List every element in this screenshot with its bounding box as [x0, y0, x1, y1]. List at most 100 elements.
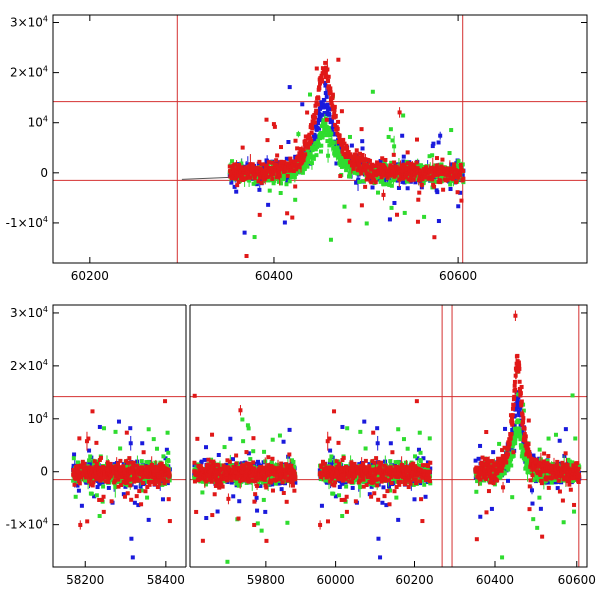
data-point — [113, 429, 118, 434]
data-point — [147, 482, 152, 487]
data-point — [229, 478, 234, 483]
data-point — [101, 484, 106, 489]
segment-1 — [53, 396, 186, 560]
data-point — [146, 479, 151, 484]
data-point — [397, 164, 402, 169]
data-point — [440, 177, 445, 182]
data-point — [99, 497, 104, 502]
data-point — [162, 477, 167, 482]
data-point — [427, 169, 432, 174]
data-point — [264, 117, 269, 122]
data-point — [347, 218, 352, 223]
data-point — [291, 164, 296, 169]
data-point — [359, 127, 364, 132]
data-point — [223, 465, 228, 470]
data-point — [334, 161, 339, 166]
data-point — [458, 190, 463, 195]
data-point — [119, 483, 124, 488]
data-point — [143, 489, 148, 494]
data-point — [400, 169, 405, 174]
data-point — [284, 156, 289, 161]
data-point — [318, 118, 323, 123]
data-point — [420, 164, 425, 169]
data-point — [236, 179, 241, 184]
data-point — [301, 164, 306, 169]
data-point — [430, 177, 435, 182]
data-point — [369, 167, 374, 172]
data-point — [456, 204, 461, 209]
data-point — [108, 461, 113, 466]
data-point — [404, 174, 409, 179]
data-point — [286, 176, 291, 181]
data-point — [235, 183, 240, 188]
data-point — [116, 477, 121, 482]
data-point — [281, 490, 286, 495]
data-point — [102, 426, 107, 431]
data-point — [376, 190, 381, 195]
data-point — [271, 181, 276, 186]
data-point — [290, 479, 295, 484]
data-point — [266, 160, 271, 165]
data-point — [199, 459, 204, 464]
data-point — [287, 452, 292, 457]
data-point — [357, 151, 362, 156]
data-point — [166, 459, 171, 464]
data-point — [274, 175, 279, 180]
data-point — [94, 493, 99, 498]
data-point — [237, 499, 242, 504]
data-point — [309, 139, 314, 144]
data-point — [359, 203, 364, 208]
data-point — [279, 487, 284, 492]
data-point — [167, 519, 172, 524]
data-point — [296, 154, 301, 159]
data-point — [287, 179, 292, 184]
data-point — [225, 559, 230, 564]
data-point — [332, 145, 337, 150]
data-point — [98, 481, 103, 486]
plot-area — [53, 15, 587, 263]
data-point — [284, 465, 289, 470]
data-point — [165, 430, 170, 435]
data-point — [401, 166, 406, 171]
data-point — [82, 461, 87, 466]
data-point — [298, 147, 303, 152]
data-point — [138, 484, 143, 489]
data-point — [357, 179, 362, 184]
data-point — [337, 133, 342, 138]
data-point — [314, 153, 319, 158]
data-point — [257, 159, 262, 164]
data-point — [154, 446, 159, 451]
data-point — [130, 470, 135, 475]
data-point — [77, 481, 82, 486]
data-point — [360, 146, 365, 151]
data-point — [391, 152, 396, 157]
data-point — [387, 217, 392, 222]
data-point — [251, 449, 256, 454]
data-point — [229, 180, 234, 185]
data-point — [246, 479, 251, 484]
data-point — [162, 465, 167, 470]
data-point — [346, 165, 351, 170]
data-point — [192, 479, 197, 484]
data-point — [280, 480, 285, 485]
data-point — [434, 163, 439, 168]
data-point — [396, 185, 401, 190]
data-point — [391, 168, 396, 173]
data-point — [198, 476, 203, 481]
data-point — [285, 211, 290, 216]
data-point — [287, 427, 292, 432]
data-point — [435, 190, 440, 195]
data-point — [400, 133, 405, 138]
data-point — [97, 424, 102, 429]
data-point — [255, 165, 260, 170]
data-point — [300, 102, 305, 107]
data-point — [312, 134, 317, 139]
data-point — [94, 440, 99, 445]
data-point — [233, 176, 238, 181]
data-point — [97, 458, 102, 463]
data-point — [344, 143, 349, 148]
x-tick-label: 59800 — [247, 573, 285, 587]
data-point — [452, 165, 457, 170]
data-point — [349, 143, 354, 148]
data-point — [283, 165, 288, 170]
